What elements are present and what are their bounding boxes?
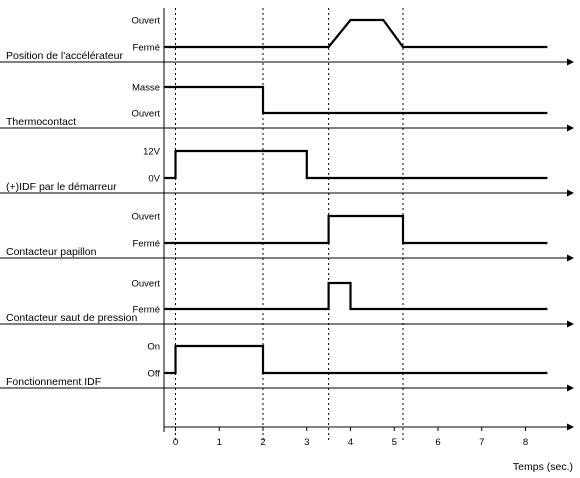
x-tick-label: 8 xyxy=(523,437,528,448)
level-low-label: 0V xyxy=(148,174,160,185)
signal-name: (+)IDF par le démarreur xyxy=(6,181,117,193)
x-tick-label: 2 xyxy=(260,437,265,448)
x-tick-label: 0 xyxy=(173,437,178,448)
signal-waveform xyxy=(164,149,548,180)
signal-0: Position de l'accélérateur Ouvert Fermé xyxy=(6,16,548,62)
signal-1: Thermocontact Masse Ouvert xyxy=(6,83,548,128)
signal-waveform xyxy=(164,214,548,245)
signal-waveform xyxy=(164,85,548,115)
time-axis-arrow xyxy=(567,423,574,431)
x-tick-label: 6 xyxy=(435,437,440,448)
level-high-label: On xyxy=(147,342,160,353)
level-high-label: 12V xyxy=(143,147,161,158)
level-low-label: Fermé xyxy=(133,43,160,54)
signal-3: Contacteur papillon Ouvert Fermé xyxy=(6,212,548,258)
level-low-label: Fermé xyxy=(133,305,160,316)
level-low-label: Ouvert xyxy=(131,109,160,120)
level-high-label: Ouvert xyxy=(131,212,160,223)
signal-2: (+)IDF par le démarreur 12V 0V xyxy=(6,147,548,193)
level-low-label: Off xyxy=(148,369,161,380)
panel-baseline-arrow-1 xyxy=(567,124,574,132)
signal-waveform xyxy=(164,344,548,375)
x-tick-label: 1 xyxy=(217,437,222,448)
signal-5: Fonctionnement IDF On Off xyxy=(6,342,548,388)
level-high-label: Masse xyxy=(132,83,160,94)
signal-name: Position de l'accélérateur xyxy=(6,50,123,62)
panel-baseline-arrow-0 xyxy=(567,58,574,66)
x-tick-label: 5 xyxy=(392,437,397,448)
signal-name: Contacteur papillon xyxy=(6,246,97,258)
signal-name: Fonctionnement IDF xyxy=(6,376,101,388)
x-axis-title: Temps (sec.) xyxy=(513,461,573,473)
x-tick-label: 4 xyxy=(348,437,353,448)
panel-baseline-arrow-3 xyxy=(567,254,574,262)
level-high-label: Ouvert xyxy=(131,16,160,27)
x-tick-label: 3 xyxy=(304,437,309,448)
signal-name: Thermocontact xyxy=(6,116,76,128)
signal-waveform xyxy=(164,18,548,49)
x-tick-label: 7 xyxy=(479,437,484,448)
signal-4: Contacteur saut de pression Ouvert Fermé xyxy=(6,279,548,324)
level-high-label: Ouvert xyxy=(131,279,160,290)
signal-waveform xyxy=(164,281,548,311)
panel-baseline-arrow-2 xyxy=(567,189,574,197)
panel-baseline-arrow-4 xyxy=(567,320,574,328)
level-low-label: Fermé xyxy=(133,239,160,250)
panel-baseline-arrow-5 xyxy=(567,384,574,392)
signal-name: Contacteur saut de pression xyxy=(6,312,137,324)
